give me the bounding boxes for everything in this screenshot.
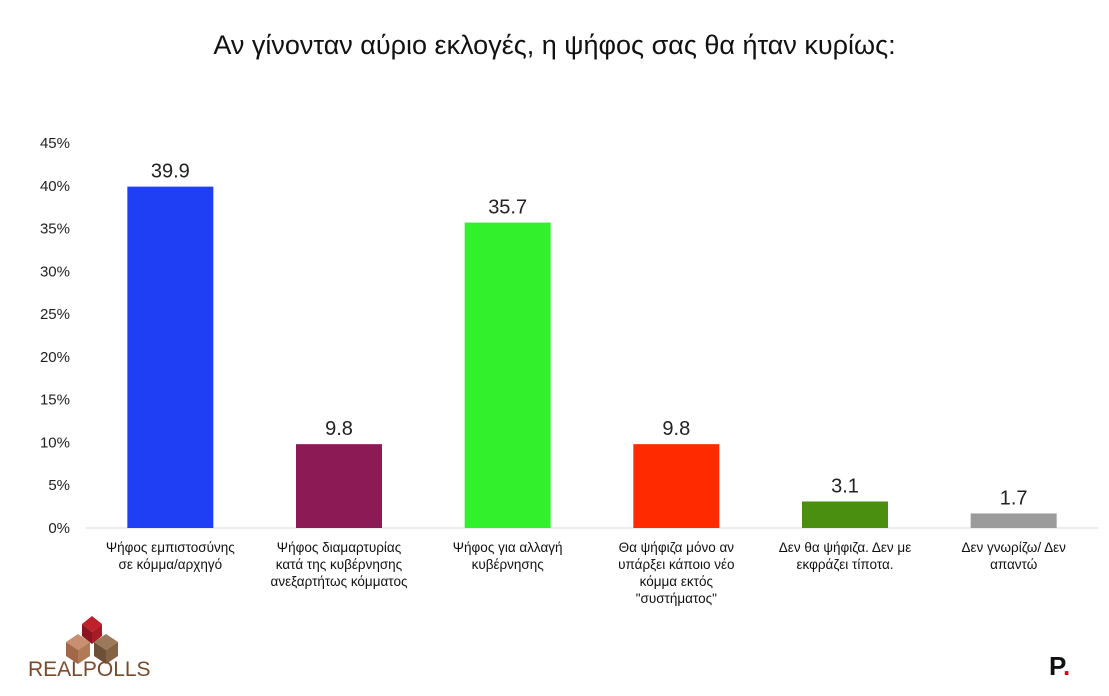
y-tick-label: 10% bbox=[40, 434, 70, 451]
y-tick-label: 15% bbox=[40, 392, 70, 409]
data-labels: 39.9 9.8 35.7 9.8 3.1 1.7 bbox=[151, 161, 1028, 510]
y-tick-label: 0% bbox=[48, 520, 70, 537]
y-tick-label: 25% bbox=[40, 306, 70, 323]
bar bbox=[296, 444, 382, 528]
category-label: Ψήφος εμπιστοσύνης σε κόμμα/αρχηγό bbox=[106, 540, 235, 572]
category-label: Ψήφος διαμαρτυρίας κατά της κυβέρνησης ανε… bbox=[271, 540, 408, 589]
bar bbox=[633, 444, 720, 528]
publisher-logo: P. bbox=[1049, 651, 1071, 681]
data-label: 1.7 bbox=[1000, 487, 1028, 509]
bar bbox=[464, 222, 551, 529]
bars bbox=[127, 186, 1057, 529]
data-label: 9.8 bbox=[662, 418, 690, 440]
y-tick-label: 20% bbox=[40, 349, 70, 366]
chart-title: Αν γίνονταν αύριο εκλογές, η ψήφος σας θ… bbox=[213, 30, 896, 60]
category-label: Δεν θα ψήφιζα. Δεν με εκφράζει τίποτα. bbox=[779, 540, 911, 572]
bar bbox=[127, 186, 214, 528]
realpolls-logo-icon bbox=[66, 616, 118, 664]
y-tick-label: 35% bbox=[40, 221, 70, 238]
category-label: Θα ψήφιζα μόνο αν υπάρξει κάποιο νέο κόμμα… bbox=[618, 540, 734, 606]
data-label: 35.7 bbox=[488, 197, 527, 219]
category-label: Ψήφος για αλλαγή κυβέρνησης bbox=[453, 540, 563, 572]
y-tick-label: 30% bbox=[40, 263, 70, 280]
category-label: Δεν γνωρίζω/ Δεν απαντώ bbox=[961, 540, 1066, 572]
data-label: 9.8 bbox=[325, 418, 353, 440]
data-label: 39.9 bbox=[151, 161, 190, 183]
y-tick-label: 5% bbox=[48, 477, 70, 494]
bar bbox=[970, 513, 1057, 528]
y-tick-label: 40% bbox=[40, 178, 70, 195]
category-labels: Ψήφος εμπιστοσύνης σε κόμμα/αρχηγό Ψήφος δ… bbox=[106, 540, 1066, 606]
y-tick-label: 45% bbox=[40, 135, 70, 152]
realpolls-logo-text: REALPOLLS bbox=[28, 658, 151, 681]
bar bbox=[802, 501, 888, 528]
data-label: 3.1 bbox=[831, 475, 859, 497]
y-tick-labels: 0% 5% 10% 15% 20% 25% 30% 35% 40% 45% bbox=[40, 135, 70, 537]
